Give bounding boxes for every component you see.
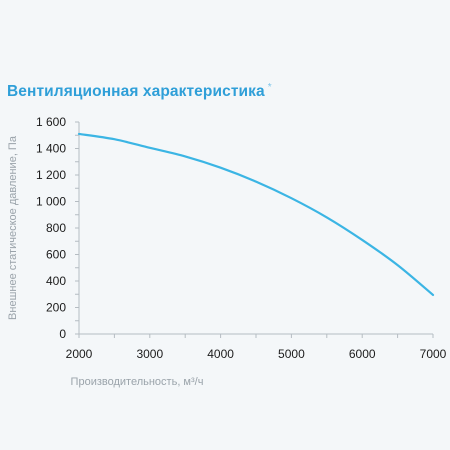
title-footnote-mark: *	[267, 82, 272, 93]
x-axis-label: Производительность, м³/ч	[71, 376, 204, 388]
series-line	[77, 132, 435, 297]
x-tick-label: 7000	[420, 347, 447, 361]
chart-axes	[78, 122, 433, 335]
x-tick-label: 2000	[66, 347, 93, 361]
y-tick-label: 1 000	[36, 195, 66, 209]
chart-series	[77, 132, 435, 297]
y-tick-label: 200	[46, 301, 66, 315]
y-tick-label: 800	[46, 221, 66, 235]
y-tick-label: 400	[46, 274, 66, 288]
x-tick-label: 3000	[136, 347, 163, 361]
chart-ticks: 2000 3000 4000 5000 6000 7000 0 200 400 600 800 1 0…	[36, 115, 447, 361]
y-tick-label: 600	[46, 248, 66, 262]
y-tick-label: 1 600	[36, 115, 66, 129]
x-tick-label: 5000	[278, 347, 305, 361]
y-axis-label: Внешнее статическое давление, Па	[7, 135, 19, 320]
y-tick-label: 1 200	[36, 168, 66, 182]
x-tick-label: 4000	[207, 347, 234, 361]
y-tick-label: 1 400	[36, 142, 66, 156]
chart-title: Вентиляционная характеристика *	[7, 82, 272, 101]
x-tick-label: 6000	[349, 347, 376, 361]
y-tick-label: 0	[59, 327, 66, 341]
